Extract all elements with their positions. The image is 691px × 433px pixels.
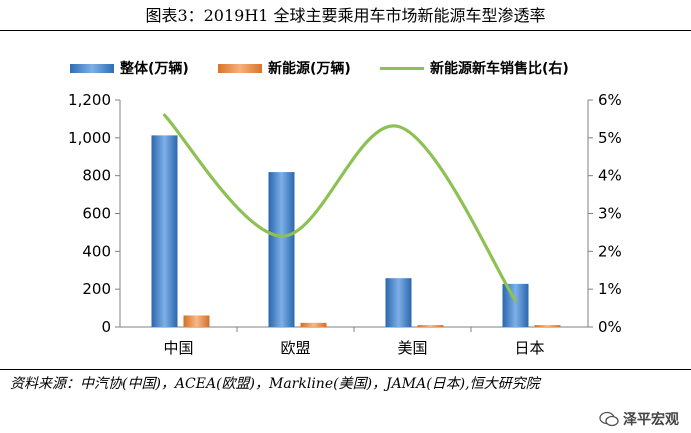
bar-nev	[417, 325, 444, 327]
bar-nev	[183, 315, 210, 327]
source-note: 资料来源：中汽协(中国)，ACEA(欧盟)，Markline(美国)，JAMA(…	[10, 376, 540, 392]
legend-item-nev: 新能源(万辆)	[218, 58, 351, 78]
x-tick-label: 中国	[163, 339, 193, 357]
title-rule	[0, 30, 691, 31]
legend-item-overall: 整体(万辆)	[70, 58, 189, 78]
wechat-icon	[599, 411, 619, 427]
y-right-tick-label: 6%	[598, 91, 622, 109]
y-left-tick-label: 400	[82, 242, 111, 260]
y-right-tick-label: 5%	[598, 129, 622, 147]
legend-swatch-nev	[218, 63, 262, 73]
y-right-tick-label: 2%	[598, 242, 622, 260]
y-left-tick-label: 600	[82, 205, 111, 223]
bar-overall	[268, 172, 295, 327]
watermark: 泽平宏观	[599, 409, 679, 429]
legend-label-nev: 新能源(万辆)	[268, 61, 351, 77]
legend-item-ratio: 新能源新车销售比(右)	[380, 58, 569, 78]
line-ratio	[162, 113, 518, 303]
y-right-tick-label: 3%	[598, 205, 622, 223]
legend-label-ratio: 新能源新车销售比(右)	[430, 61, 569, 77]
y-left-tick-label: 1,000	[68, 129, 111, 147]
y-right-tick-label: 0%	[598, 318, 622, 336]
x-tick-label: 日本	[514, 339, 544, 357]
y-left-tick-label: 0	[101, 318, 111, 336]
y-left-tick-label: 1,200	[68, 91, 111, 109]
bar-nev	[534, 325, 561, 327]
legend: 整体(万辆) 新能源(万辆) 新能源新车销售比(右)	[0, 58, 691, 82]
bar-nev	[300, 322, 327, 327]
legend-label-overall: 整体(万辆)	[120, 61, 189, 77]
bar-overall	[385, 278, 412, 327]
bar-overall	[502, 283, 529, 327]
legend-swatch-ratio	[380, 66, 424, 70]
y-right-tick-label: 1%	[598, 280, 622, 298]
y-left-tick-label: 800	[82, 167, 111, 185]
chart-title: 图表3：2019H1 全球主要乘用车市场新能源车型渗透率	[145, 6, 546, 25]
y-right-tick-label: 4%	[598, 167, 622, 185]
legend-swatch-overall	[70, 63, 114, 73]
x-tick-label: 欧盟	[280, 339, 310, 357]
source-rule	[0, 369, 691, 370]
x-tick-label: 美国	[397, 339, 427, 357]
watermark-text: 泽平宏观	[623, 412, 679, 428]
bar-overall	[151, 135, 178, 327]
y-left-tick-label: 200	[82, 280, 111, 298]
